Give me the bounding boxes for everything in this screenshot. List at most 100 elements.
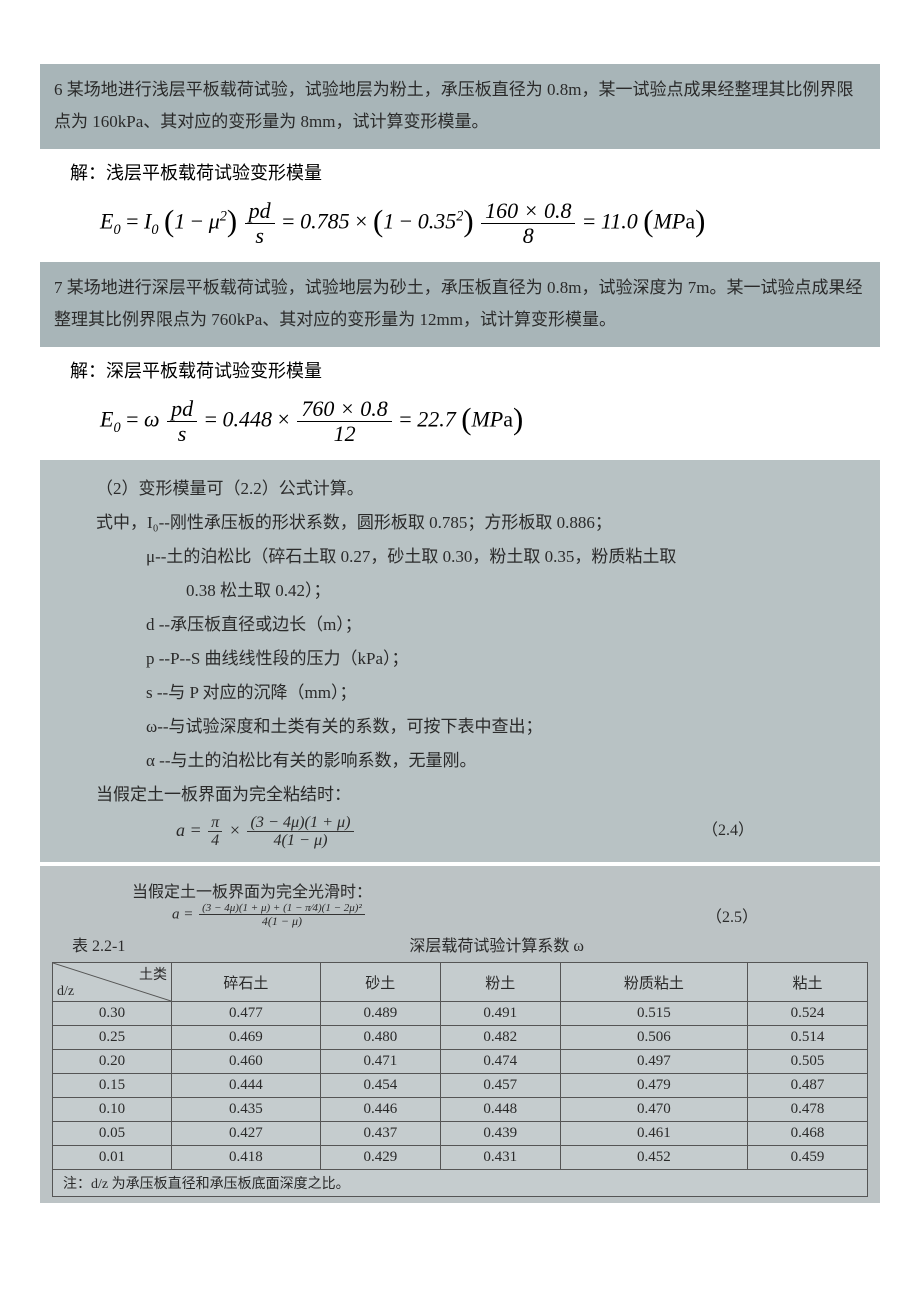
cell: 0.459	[748, 1146, 868, 1170]
cell: 0.506	[560, 1026, 747, 1050]
col-h4: 粘土	[748, 963, 868, 1002]
table-footnote: 注：d/z 为承压板直径和承压板底面深度之比。	[53, 1170, 868, 1197]
note-bond: 当假定土一板界面为完全粘结时：	[56, 778, 864, 812]
cell: 0.482	[440, 1026, 560, 1050]
sym-omega: ω	[144, 406, 160, 431]
frac-pd-s: pd s	[245, 199, 275, 248]
table-row: 0.150.4440.4540.4570.4790.487	[53, 1074, 868, 1098]
diag-top: 土类	[139, 964, 167, 984]
table-label: 表 2.2-1	[52, 932, 125, 956]
frac-eq25: (3 − 4μ)(1 + μ) + (1 − π⁄4)(1 − 2μ)² 4(1…	[199, 902, 365, 928]
den-s: s	[245, 224, 275, 248]
note-p: p --P--S 曲线线性段的压力（kPa）；	[56, 642, 864, 676]
eq25-den: 4(1 − μ)	[199, 915, 365, 928]
cell: 0.454	[320, 1074, 440, 1098]
cell: 0.469	[172, 1026, 321, 1050]
row-key: 0.30	[53, 1002, 172, 1026]
table-row: 0.050.4270.4370.4390.4610.468	[53, 1122, 868, 1146]
frac-calc7: 760 × 0.8 12	[297, 397, 391, 446]
eq24-label: （2.4）	[702, 815, 754, 847]
cell: 0.477	[172, 1002, 321, 1026]
note-omega: ω--与试验深度和土类有关的系数，可按下表中查出；	[56, 710, 864, 744]
table-body: 0.300.4770.4890.4910.5150.5240.250.4690.…	[53, 1002, 868, 1170]
cell: 0.446	[320, 1098, 440, 1122]
cell: 0.497	[560, 1050, 747, 1074]
cell: 0.480	[320, 1026, 440, 1050]
table-row: 0.200.4600.4710.4740.4970.505	[53, 1050, 868, 1074]
row-key: 0.20	[53, 1050, 172, 1074]
cell: 0.431	[440, 1146, 560, 1170]
val-omega: 0.448	[223, 406, 273, 431]
cell: 0.468	[748, 1122, 868, 1146]
table-footnote-row: 注：d/z 为承压板直径和承压板底面深度之比。	[53, 1170, 868, 1197]
note-alpha: α --与土的泊松比有关的影响系数，无量刚。	[56, 744, 864, 778]
table-header-row: 土类 d/z 碎石土 砂土 粉土 粉质粘土 粘土	[53, 963, 868, 1002]
sup-2: 2	[220, 208, 227, 224]
eq25-label: （2.5）	[706, 903, 758, 927]
cell: 0.515	[560, 1002, 747, 1026]
sub-0b: 0	[151, 222, 158, 238]
frac-pd-s7: pd s	[167, 397, 197, 446]
cell: 0.487	[748, 1074, 868, 1098]
val-i0: 0.785	[300, 208, 350, 233]
cell: 0.429	[320, 1146, 440, 1170]
cell: 0.471	[320, 1050, 440, 1074]
cell: 0.479	[560, 1074, 747, 1098]
note-s: s --与 P 对应的沉降（mm）；	[56, 676, 864, 710]
cell: 0.489	[320, 1002, 440, 1026]
num-calc7: 760 × 0.8	[297, 397, 391, 422]
notes-block: （2）变形模量可（2.2）公式计算。 式中，I₀--刚性承压板的形状系数，圆形板…	[40, 460, 880, 862]
cell: 0.448	[440, 1098, 560, 1122]
row-key: 0.10	[53, 1098, 172, 1122]
note-intro: （2）变形模量可（2.2）公式计算。	[56, 472, 864, 506]
den-s7: s	[167, 422, 197, 446]
cell: 0.524	[748, 1002, 868, 1026]
cell: 0.478	[748, 1098, 868, 1122]
diag-header: 土类 d/z	[53, 963, 172, 1002]
problem-6-statement: 6 某场地进行浅层平板载荷试验，试验地层为粉土，承压板直径为 0.8m，某一试验…	[40, 64, 880, 149]
table-title-row: 表 2.2-1 深层载荷试验计算系数 ω	[52, 928, 868, 958]
problem-6-answer-label: 解：浅层平板载荷试验变形模量	[40, 153, 880, 189]
den-calc6: 8	[481, 224, 575, 248]
problem-7-text: 7 某场地进行深层平板载荷试验，试验地层为砂土，承压板直径为 0.8m，试验深度…	[54, 278, 862, 329]
diag-bottom: d/z	[57, 984, 74, 1000]
table-row: 0.250.4690.4800.4820.5060.514	[53, 1026, 868, 1050]
problem-7-statement: 7 某场地进行深层平板载荷试验，试验地层为砂土，承压板直径为 0.8m，试验深度…	[40, 262, 880, 347]
eq24-den: 4(1 − μ)	[247, 832, 353, 850]
cell: 0.461	[560, 1122, 747, 1146]
note-shizhong: 式中，I₀--刚性承压板的形状系数，圆形板取 0.785；方形板取 0.886；	[56, 506, 864, 540]
eq25-lhs: a =	[172, 907, 193, 923]
cell: 0.439	[440, 1122, 560, 1146]
sym-mu: μ	[209, 208, 220, 233]
num-pd7: pd	[167, 397, 197, 422]
table-row: 0.010.4180.4290.4310.4520.459	[53, 1146, 868, 1170]
cell: 0.460	[172, 1050, 321, 1074]
cell: 0.437	[320, 1122, 440, 1146]
cell: 0.444	[172, 1074, 321, 1098]
num-calc6: 160 × 0.8	[481, 199, 575, 224]
cell: 0.427	[172, 1122, 321, 1146]
document-page: 6 某场地进行浅层平板载荷试验，试验地层为粉土，承压板直径为 0.8m，某一试验…	[0, 0, 920, 1245]
cell: 0.491	[440, 1002, 560, 1026]
eq24-pi: π	[208, 814, 222, 833]
coef-table: 土类 d/z 碎石土 砂土 粉土 粉质粘土 粘土 0.300.4770.4890…	[52, 962, 868, 1197]
note-d: d --承压板直径或边长（m）；	[56, 608, 864, 642]
table-title: 深层载荷试验计算系数 ω	[409, 938, 584, 955]
row-key: 0.15	[53, 1074, 172, 1098]
frac-calc6: 160 × 0.8 8	[481, 199, 575, 248]
frac-eq24: (3 − 4μ)(1 + μ) 4(1 − μ)	[247, 814, 353, 851]
frac-pi4: π 4	[208, 814, 222, 851]
eq24-num: (3 − 4μ)(1 + μ)	[247, 814, 353, 833]
problem-7-formula: E0 = ω pd s = 0.448 × 760 × 0.8 12 = 22.…	[40, 387, 880, 456]
note-smooth: 当假定土一板界面为完全光滑时：	[52, 878, 868, 902]
problem-7-answer-label: 解：深层平板载荷试验变形模量	[40, 351, 880, 387]
val-mu: 0.35	[418, 208, 457, 233]
table-row: 0.300.4770.4890.4910.5150.524	[53, 1002, 868, 1026]
num-pd: pd	[245, 199, 275, 224]
col-h1: 砂土	[320, 963, 440, 1002]
cell: 0.457	[440, 1074, 560, 1098]
eq-2-4: a = π 4 × (3 − 4μ)(1 + μ) 4(1 − μ) （2.4）	[56, 812, 864, 850]
result-6: 11.0	[601, 208, 638, 233]
result-7: 22.7	[417, 406, 456, 431]
col-h0: 碎石土	[172, 963, 321, 1002]
